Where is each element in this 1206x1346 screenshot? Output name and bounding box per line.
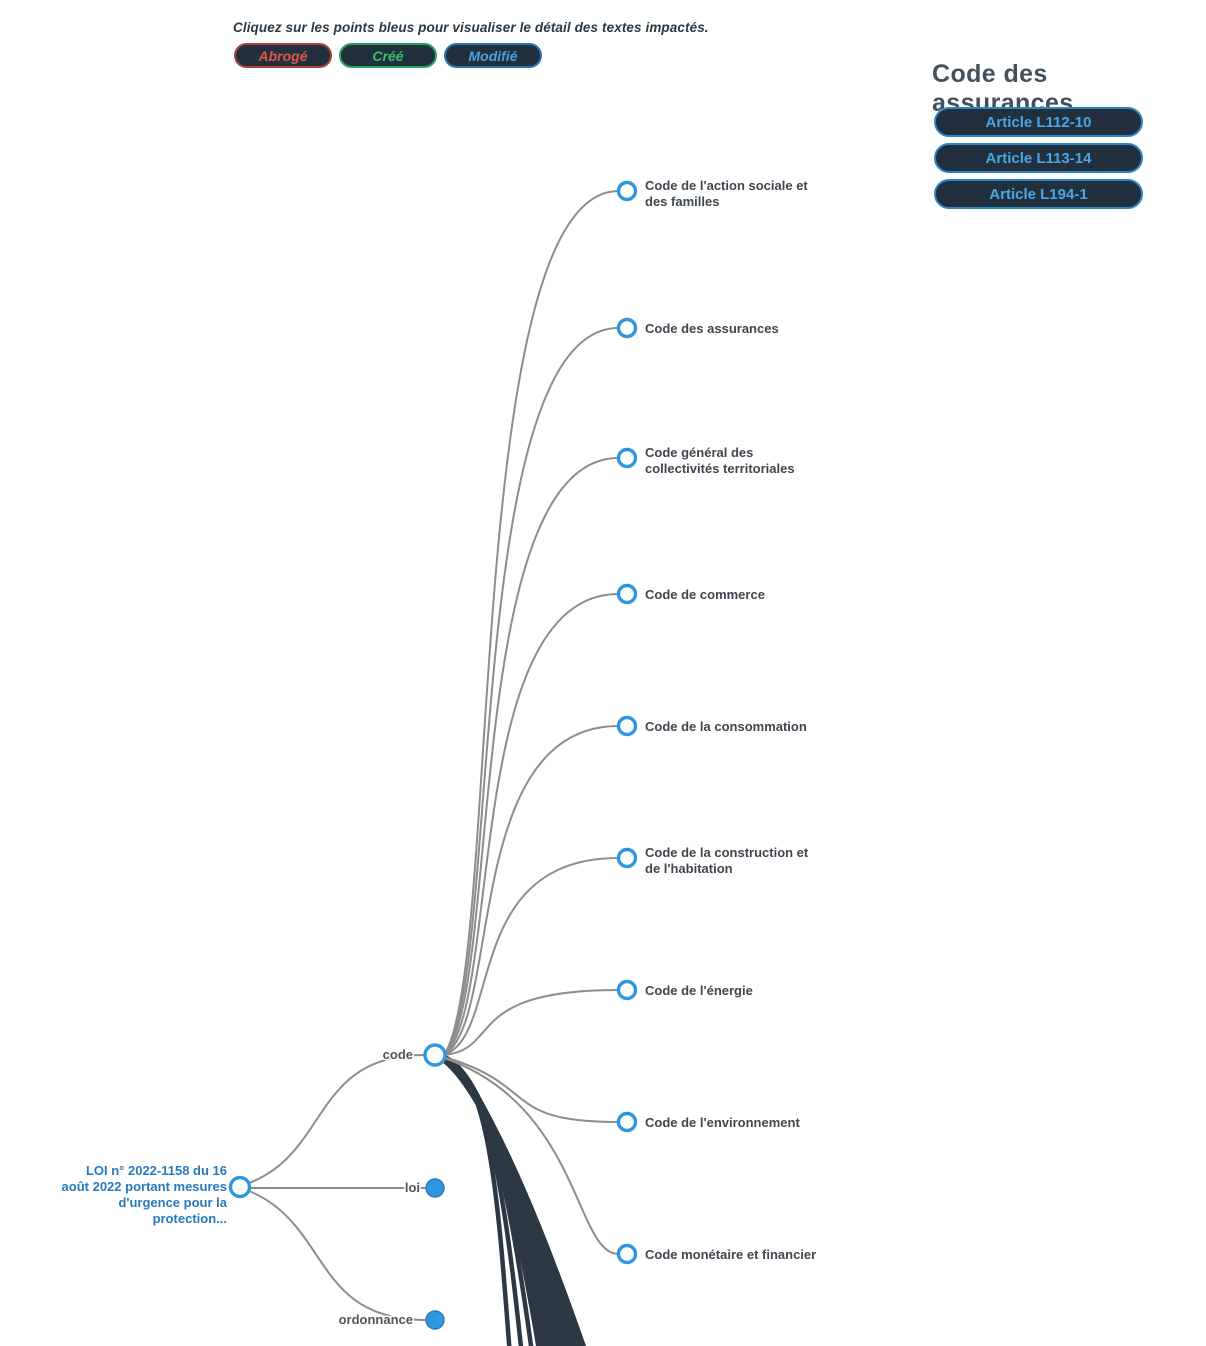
article-button-l112-10[interactable]: Article L112-10 [934,107,1143,137]
code-node-0[interactable] [616,180,638,202]
link [248,1054,425,1184]
code-node-label-6: Code de l'énergie [645,983,753,998]
code-node-1[interactable] [616,317,638,339]
link [443,857,619,1056]
code-node-3[interactable] [616,583,638,605]
code-node-label-2: Code général des collectivités territoria… [645,445,795,476]
root-label: LOI n° 2022-1158 du 16 août 2022 portant … [62,1163,228,1226]
impact-bundle-link [440,1054,586,1346]
code-node-4[interactable] [616,715,638,737]
link [443,1056,619,1123]
code-node-8[interactable] [616,1243,638,1265]
code-node-label-7: Code de l'environnement [645,1115,800,1130]
code-node-label-8: Code monétaire et financier [645,1247,816,1262]
node-label-ordonnance: ordonnance [339,1312,413,1327]
legend-pill-modifie[interactable]: Modifié [444,43,542,68]
link [443,989,619,1056]
code-node-7[interactable] [616,1111,638,1133]
code-node-label-3: Code de commerce [645,587,765,602]
instruction-text: Cliquez sur les points bleus pour visual… [233,20,709,35]
link [443,725,619,1056]
link [443,593,619,1056]
code-node-2[interactable] [616,447,638,469]
article-button-l113-14[interactable]: Article L113-14 [934,143,1143,173]
legend: Abrogé Créé Modifié [234,43,542,68]
code-node-label-5: Code de la construction et de l'habitatio… [645,845,809,876]
node-ordonnance[interactable] [425,1310,445,1330]
legend-pill-abroge[interactable]: Abrogé [234,43,332,68]
code-node-label-0: Code de l'action sociale et des familles [645,178,808,209]
article-button-l194-1[interactable]: Article L194-1 [934,179,1143,209]
code-node-label-4: Code de la consommation [645,719,807,734]
article-list: Article L112-10 Article L113-14 Article … [934,107,1143,209]
link [443,190,619,1056]
code-node-label-1: Code des assurances [645,321,779,336]
link [248,1190,427,1321]
node-label-loi: loi [405,1180,420,1195]
code-node-6[interactable] [616,979,638,1001]
node-label-code: code [383,1047,413,1062]
legend-pill-cree[interactable]: Créé [339,43,437,68]
node-root[interactable] [228,1175,252,1199]
link [443,457,619,1056]
link [443,1057,619,1255]
node-code[interactable] [423,1043,447,1067]
code-node-5[interactable] [616,847,638,869]
node-loi[interactable] [425,1178,445,1198]
link [443,327,619,1056]
